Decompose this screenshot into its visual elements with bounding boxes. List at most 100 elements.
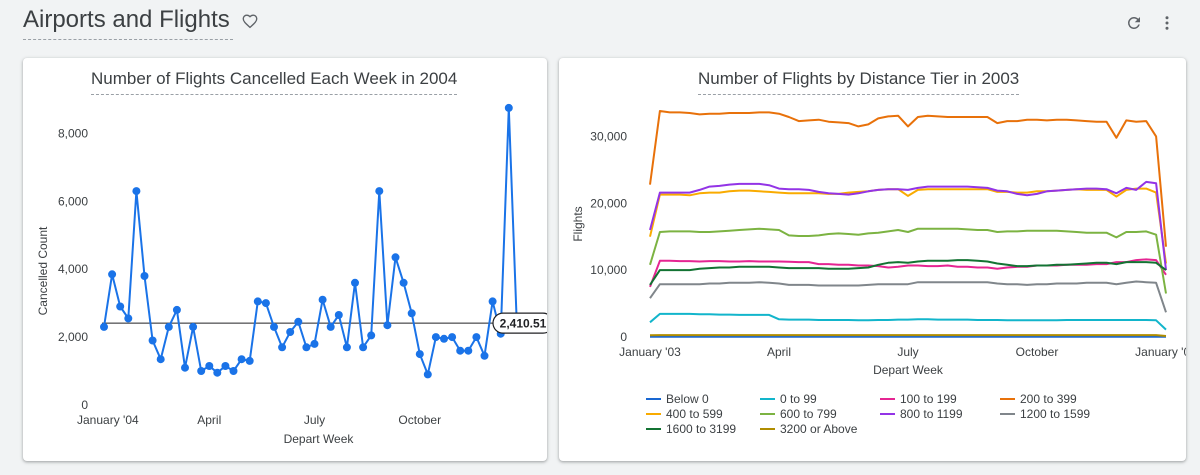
data-point[interactable]	[399, 278, 408, 287]
data-point[interactable]	[415, 350, 424, 359]
data-point[interactable]	[391, 253, 400, 262]
legend-label: 1200 to 1599	[1020, 407, 1090, 421]
data-point[interactable]	[334, 311, 343, 319]
data-point[interactable]	[100, 322, 108, 331]
more-vert-icon[interactable]	[1158, 14, 1176, 32]
legend-label: 3200 or Above	[780, 422, 858, 436]
heart-outline-icon[interactable]	[241, 12, 259, 30]
y-tick-label: 4,000	[58, 262, 88, 276]
data-point[interactable]	[197, 367, 206, 375]
y-tick-label: 8,000	[58, 126, 88, 140]
data-point[interactable]	[116, 302, 125, 311]
data-point[interactable]	[375, 187, 384, 196]
data-point[interactable]	[253, 297, 262, 306]
data-point[interactable]	[351, 278, 359, 287]
series-line-3200-or-above[interactable]	[649, 334, 1167, 337]
dashboard-header: Airports and Flights	[0, 0, 1200, 52]
data-point[interactable]	[448, 333, 457, 342]
data-point[interactable]	[407, 309, 416, 318]
data-point[interactable]	[383, 321, 392, 330]
data-point[interactable]	[286, 328, 295, 336]
data-point[interactable]	[172, 305, 181, 314]
data-point[interactable]	[156, 355, 165, 364]
data-point[interactable]	[189, 322, 198, 331]
data-point[interactable]	[431, 333, 440, 342]
y-axis-title: Flights	[571, 206, 585, 241]
dashboard-title[interactable]: Airports and Flights	[23, 6, 233, 40]
x-tick-label: October	[398, 413, 441, 427]
data-point[interactable]	[108, 270, 117, 279]
data-point[interactable]	[326, 322, 335, 331]
x-tick-label: January '04	[1135, 345, 1186, 359]
y-tick-label: 30,000	[590, 129, 627, 143]
legend-label: 0 to 99	[780, 392, 817, 406]
data-point[interactable]	[488, 297, 497, 306]
data-point[interactable]	[221, 362, 230, 370]
data-point[interactable]	[124, 314, 133, 323]
legend-label: Below 0	[666, 392, 709, 406]
data-point[interactable]	[164, 322, 173, 331]
legend-label: 600 to 799	[780, 407, 837, 421]
series-line[interactable]	[103, 106, 525, 376]
refresh-icon[interactable]	[1125, 14, 1143, 32]
data-point[interactable]	[480, 351, 489, 360]
data-point[interactable]	[464, 346, 473, 355]
distance-tier-line-chart[interactable]: 0 10,000 20,000 30,000 January '03 April July O…	[559, 58, 1186, 461]
y-axis-title: Cancelled Count	[36, 226, 50, 315]
y-tick-label: 0	[81, 398, 88, 412]
x-tick-label: January '03	[619, 345, 681, 359]
data-point[interactable]	[472, 333, 481, 342]
x-axis-title: Depart Week	[873, 363, 944, 377]
chart-title[interactable]: Number of Flights by Distance Tier in 20…	[698, 69, 1020, 95]
cancelled-line-chart[interactable]: 0 2,000 4,000 6,000 8,000 January '04 April Jul…	[23, 58, 547, 461]
y-tick-label: 20,000	[590, 196, 627, 210]
data-point[interactable]	[367, 331, 376, 340]
data-point[interactable]	[302, 343, 311, 352]
data-point[interactable]	[294, 317, 303, 326]
legend-label: 100 to 199	[900, 392, 957, 406]
y-tick-label: 0	[620, 330, 627, 344]
data-point[interactable]	[270, 322, 278, 331]
data-point[interactable]	[318, 295, 327, 304]
data-point[interactable]	[440, 334, 448, 343]
reference-line-label: 2,410.51	[500, 317, 547, 331]
series-line-1600-to-3199[interactable]	[649, 259, 1167, 286]
chart-title[interactable]: Number of Flights Cancelled Each Week in…	[91, 69, 458, 95]
data-point[interactable]	[237, 355, 246, 364]
legend-label: 1600 to 3199	[666, 422, 736, 436]
legend-label: 200 to 399	[1020, 392, 1077, 406]
x-tick-label: April	[767, 345, 791, 359]
series-line-200-to-399[interactable]	[649, 110, 1167, 247]
y-tick-label: 6,000	[58, 194, 88, 208]
chart-card-cancelled: Number of Flights Cancelled Each Week in…	[23, 58, 547, 461]
data-point[interactable]	[310, 339, 319, 348]
x-tick-label: April	[197, 413, 221, 427]
data-point[interactable]	[148, 336, 157, 345]
data-point[interactable]	[261, 299, 270, 308]
series-line-600-to-799[interactable]	[649, 227, 1167, 294]
data-point[interactable]	[342, 343, 351, 352]
x-axis-title: Depart Week	[284, 432, 355, 446]
x-tick-label: January '04	[77, 413, 139, 427]
data-point[interactable]	[205, 362, 214, 370]
legend-label: 400 to 599	[666, 407, 723, 421]
series-line-0-to-99[interactable]	[649, 312, 1167, 331]
series-line-800-to-1199[interactable]	[649, 180, 1167, 271]
data-point[interactable]	[456, 346, 465, 355]
data-point[interactable]	[359, 343, 368, 352]
data-point[interactable]	[245, 356, 254, 365]
series-line-1200-to-1599[interactable]	[649, 280, 1167, 313]
data-point[interactable]	[181, 363, 189, 372]
series-line-400-to-599[interactable]	[649, 187, 1167, 264]
data-point[interactable]	[229, 367, 238, 375]
data-point[interactable]	[278, 343, 287, 352]
y-tick-label: 2,000	[58, 330, 88, 344]
x-tick-label: October	[1016, 345, 1059, 359]
data-point[interactable]	[504, 103, 513, 112]
data-point[interactable]	[213, 368, 222, 377]
y-tick-label: 10,000	[590, 263, 627, 277]
data-point[interactable]	[423, 370, 432, 379]
x-tick-label: July	[897, 345, 918, 359]
data-point[interactable]	[132, 187, 141, 196]
data-point[interactable]	[140, 272, 149, 280]
